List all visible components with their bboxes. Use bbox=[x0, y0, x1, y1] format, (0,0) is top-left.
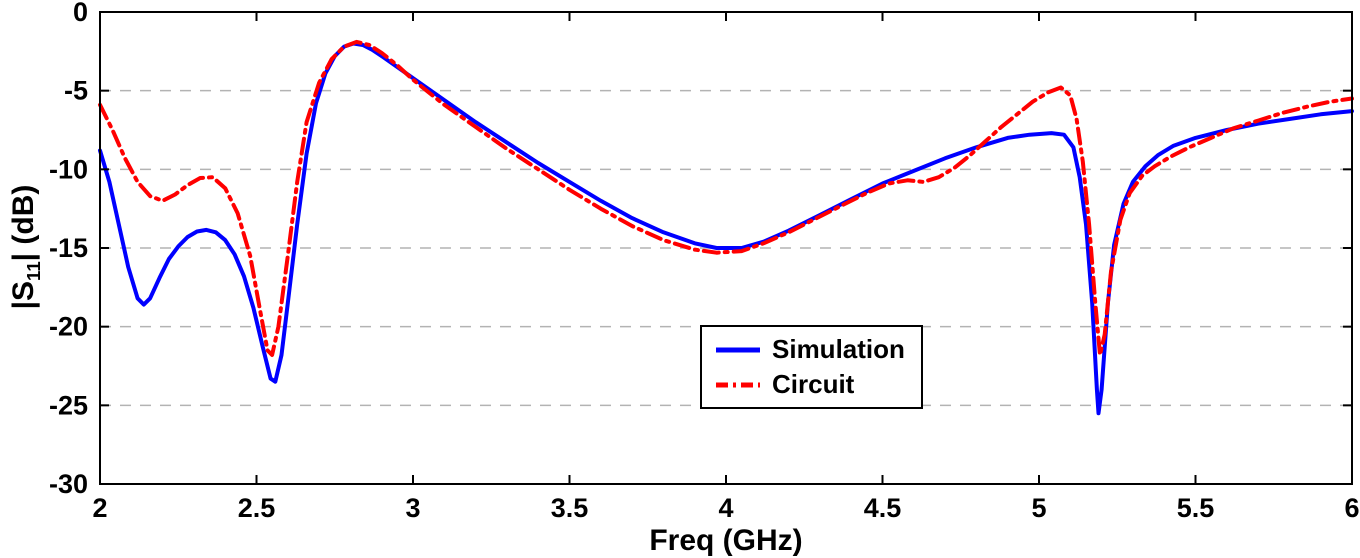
x-tick-label: 5 bbox=[1031, 493, 1046, 523]
legend-item-circuit: Circuit bbox=[714, 369, 905, 400]
x-tick-label: 3 bbox=[405, 493, 420, 523]
y-tick-label: 0 bbox=[73, 0, 88, 27]
y-axis-label: |S11| (dB) bbox=[7, 185, 45, 310]
x-tick-label: 4.5 bbox=[864, 493, 902, 523]
y-tick-label: -20 bbox=[49, 312, 88, 342]
x-tick-label: 6 bbox=[1344, 493, 1359, 523]
circuit-line-sample bbox=[716, 382, 760, 387]
legend: Simulation Circuit bbox=[700, 325, 923, 409]
legend-label-simulation: Simulation bbox=[772, 334, 905, 364]
x-tick-label: 2.5 bbox=[238, 493, 276, 523]
y-axis-label-prefix: |S bbox=[7, 280, 40, 310]
x-tick-label: 5.5 bbox=[1177, 493, 1215, 523]
y-tick-label: -30 bbox=[49, 469, 88, 499]
y-axis-label-subscript: 11 bbox=[23, 261, 44, 281]
x-tick-label: 4 bbox=[718, 493, 733, 523]
x-tick-label: 2 bbox=[92, 493, 107, 523]
y-tick-label: -15 bbox=[49, 233, 88, 263]
series-line-simulation bbox=[98, 41, 1354, 416]
legend-item-simulation: Simulation bbox=[714, 334, 905, 365]
y-tick-label: -25 bbox=[49, 390, 88, 420]
series-line-circuit bbox=[98, 39, 1354, 357]
y-axis-label-suffix: | (dB) bbox=[7, 184, 40, 262]
x-tick-label: 3.5 bbox=[551, 493, 589, 523]
legend-label-circuit: Circuit bbox=[772, 369, 855, 399]
y-tick-label: -5 bbox=[64, 76, 88, 106]
x-axis-label: Freq (GHz) bbox=[649, 524, 803, 557]
y-tick-label: -10 bbox=[49, 154, 88, 184]
simulation-line-sample bbox=[716, 347, 760, 352]
